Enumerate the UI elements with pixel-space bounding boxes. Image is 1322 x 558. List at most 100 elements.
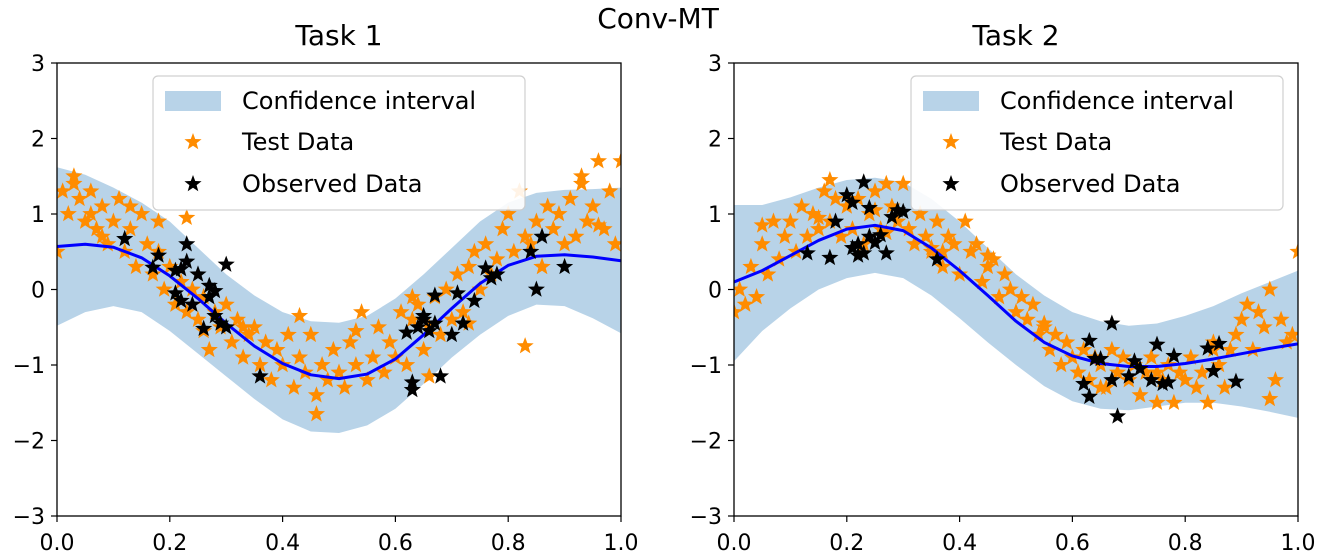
test-point [905,235,924,252]
test-point [776,227,794,244]
observed-point [826,212,845,229]
test-point [1204,340,1222,358]
observed-point [217,255,235,272]
test-point [144,265,162,282]
test-point [1108,363,1127,380]
test-point [984,250,1002,267]
test-point [82,182,100,199]
test-point [781,212,799,229]
test-point [815,182,833,199]
test-point [556,235,574,252]
observed-point [522,242,540,260]
test-point [1221,340,1239,358]
observed-point [1154,374,1172,392]
test-point [1030,325,1048,343]
test-point [57,182,72,199]
observed-point [183,295,201,312]
observed-point [482,269,500,286]
test-point [979,246,997,263]
legend-test-label: Test Data [241,128,354,156]
x-tick-label: 0.4 [265,531,300,556]
observed-point [849,235,867,252]
test-point [319,371,337,388]
test-point [1165,393,1183,411]
test-point [934,242,952,260]
observed-point [1125,352,1143,369]
observed-point [1103,314,1121,331]
test-point [477,235,495,252]
test-point [934,257,952,275]
test-point [403,310,421,327]
test-point [516,227,534,244]
test-point [1176,371,1194,388]
test-point [849,189,867,207]
test-point [877,223,895,241]
figure-suptitle: Conv-MT [597,2,720,35]
test-point [471,280,489,297]
test-point [104,212,122,229]
observed-point [1148,335,1166,352]
test-point [866,201,884,218]
observed-point [843,238,861,256]
observed-point [1075,374,1093,392]
test-point [409,295,427,312]
test-point [889,212,907,229]
observed-point [533,227,551,244]
test-point [1114,348,1132,365]
test-point [1193,363,1211,380]
test-point [894,174,912,192]
test-point [1199,393,1217,411]
observed-point [172,291,190,309]
test-point [1103,340,1121,358]
test-point [313,356,331,373]
plot-area [57,152,621,433]
y-tick-label: 1 [31,203,45,228]
test-point [59,205,77,222]
observed-point [556,257,574,275]
test-point [415,340,433,358]
test-point [734,280,749,297]
test-point [990,288,1008,305]
observed-point [821,248,839,266]
test-point [753,216,771,233]
observed-point [426,286,444,303]
test-point [302,325,320,343]
y-tick-label: 3 [708,52,722,77]
test-point [550,205,568,222]
observed-point [798,244,816,261]
legend: Confidence interval Test Data Observed Dat… [152,75,526,211]
test-point [1148,363,1166,380]
test-point [584,197,602,214]
test-point [866,182,884,199]
legend-observed-marker [942,175,960,192]
test-point [1227,325,1245,343]
y-tick-label: −3 [690,505,722,530]
test-point [606,235,621,252]
panel-title: Task 2 [971,19,1059,52]
test-point [578,212,596,229]
test-point [516,337,534,354]
observed-point [1131,359,1149,377]
test-point [770,250,788,267]
x-tick-label: 0.0 [717,531,752,556]
test-point [612,152,621,169]
test-point [494,220,512,237]
test-point [742,257,760,275]
test-point [324,340,342,358]
test-point [1007,303,1025,320]
test-point [956,212,974,229]
observed-point [166,261,184,278]
test-point [1024,295,1042,312]
test-point [161,257,179,275]
test-point [1233,310,1251,327]
test-point [1046,325,1065,343]
panel-task-1: −3 −2 −1 0 1 2 3 0.0 0.2 0.4 0.6 0.8 1.0 Task 1 Confid… [13,19,639,556]
test-point [82,205,100,222]
legend-band-swatch [923,91,979,111]
test-point [1289,242,1298,260]
observed-point [415,310,433,327]
y-tick-label: 1 [708,203,722,228]
test-point [996,265,1014,282]
test-point [589,216,607,233]
observed-point [200,288,218,305]
